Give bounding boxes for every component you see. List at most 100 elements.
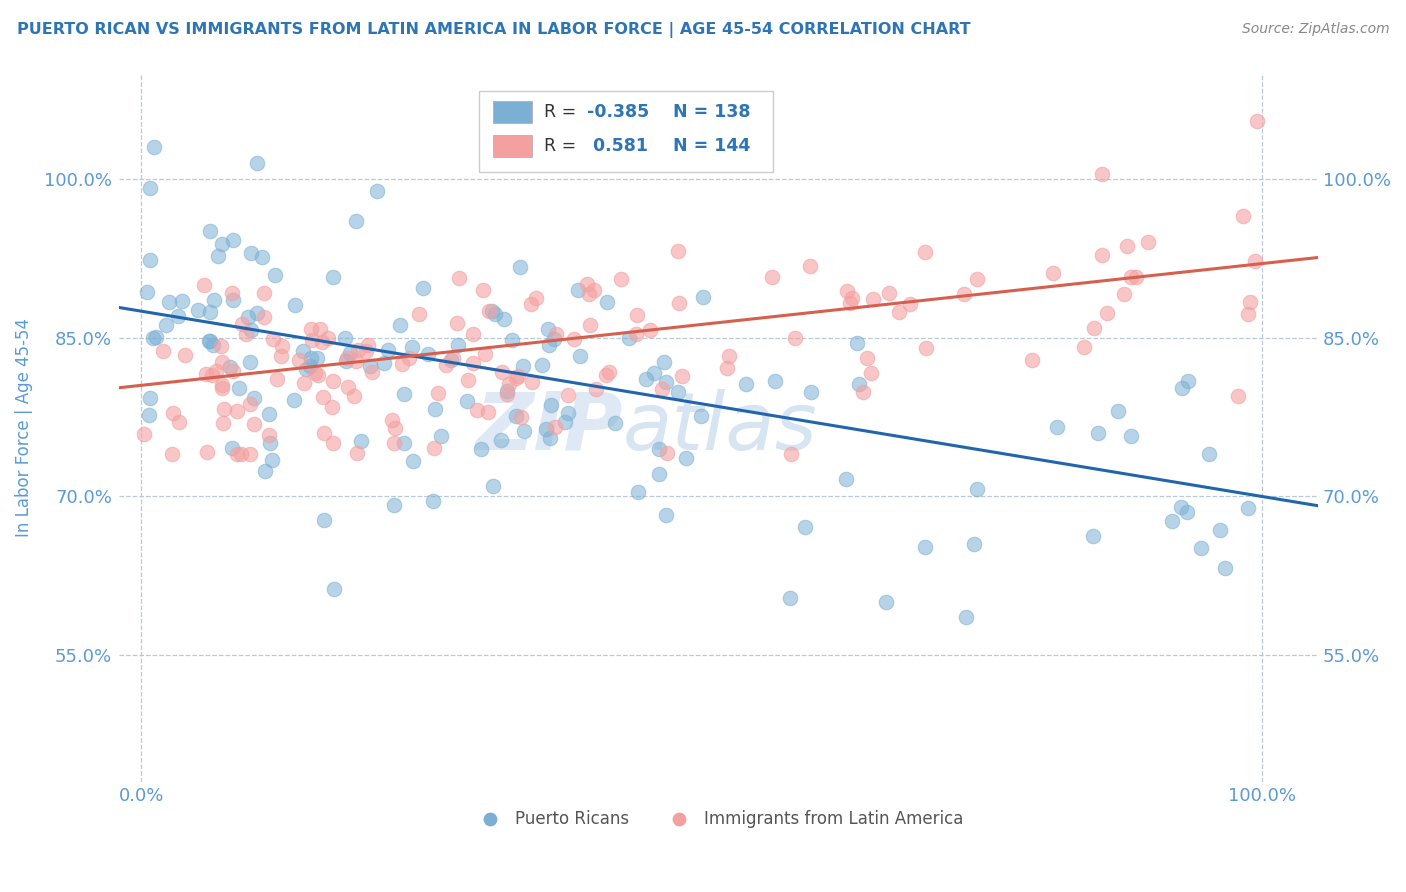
Point: [477, 405, 499, 419]
Point: [264, 268, 287, 282]
Point: [638, 323, 661, 337]
Point: [1170, 500, 1192, 514]
Point: [198, 224, 221, 238]
Point: [498, 377, 520, 392]
Point: [1090, 248, 1112, 262]
Point: [855, 351, 877, 366]
Point: [1116, 239, 1139, 253]
Point: [350, 434, 373, 449]
Point: [1021, 352, 1043, 367]
Point: [307, 368, 329, 382]
Point: [439, 353, 461, 368]
Point: [690, 409, 713, 423]
Point: [966, 482, 988, 496]
Point: [201, 338, 224, 352]
Point: [1232, 209, 1254, 223]
Point: [298, 359, 321, 374]
Point: [301, 334, 323, 348]
Point: [1246, 113, 1268, 128]
Point: [785, 331, 807, 345]
Point: [195, 367, 218, 381]
Point: [898, 297, 921, 311]
Point: [1237, 501, 1260, 516]
Point: [218, 360, 240, 375]
Point: [236, 310, 259, 324]
Point: [491, 365, 513, 379]
Point: [544, 326, 567, 341]
Point: [401, 340, 423, 354]
Point: [761, 270, 783, 285]
Point: [225, 447, 247, 461]
Point: [380, 412, 402, 426]
Point: [505, 409, 527, 423]
Point: [779, 591, 801, 605]
Point: [461, 356, 484, 370]
Point: [198, 305, 221, 319]
Point: [537, 322, 560, 336]
Point: [257, 407, 280, 421]
Point: [226, 404, 249, 418]
Point: [322, 435, 344, 450]
Text: 0.581: 0.581: [586, 137, 648, 155]
Point: [467, 403, 489, 417]
Point: [354, 344, 377, 359]
Point: [305, 351, 328, 365]
Point: [441, 351, 464, 365]
Point: [392, 387, 415, 401]
Point: [425, 401, 447, 416]
Point: [228, 380, 250, 394]
Point: [779, 447, 801, 461]
Point: [624, 327, 647, 342]
Point: [211, 355, 233, 369]
Point: [260, 453, 283, 467]
Point: [470, 442, 492, 457]
Point: [492, 312, 515, 326]
Point: [402, 454, 425, 468]
Point: [193, 277, 215, 292]
Point: [1175, 505, 1198, 519]
Point: [1114, 287, 1136, 301]
Point: [239, 397, 262, 411]
Point: [447, 337, 470, 351]
Point: [520, 297, 543, 311]
Point: [966, 272, 988, 286]
Point: [211, 339, 233, 353]
Point: [963, 537, 986, 551]
Point: [254, 464, 277, 478]
Point: [377, 343, 399, 358]
Point: [239, 245, 262, 260]
Point: [538, 337, 561, 351]
Point: [295, 362, 318, 376]
Text: R =: R =: [544, 103, 581, 121]
Point: [692, 290, 714, 304]
Point: [346, 343, 368, 358]
Point: [1107, 404, 1129, 418]
Text: PUERTO RICAN VS IMMIGRANTS FROM LATIN AMERICA IN LABOR FORCE | AGE 45-54 CORRELA: PUERTO RICAN VS IMMIGRANTS FROM LATIN AM…: [17, 22, 970, 38]
Point: [134, 427, 156, 442]
Point: [1137, 235, 1160, 249]
Point: [449, 270, 471, 285]
Point: [382, 436, 405, 450]
Point: [242, 392, 264, 406]
Point: [461, 326, 484, 341]
Point: [484, 307, 506, 321]
Point: [271, 339, 294, 353]
Point: [138, 252, 160, 267]
Point: [585, 382, 607, 396]
Point: [366, 184, 388, 198]
Point: [339, 345, 361, 359]
Point: [143, 140, 166, 154]
Point: [205, 364, 228, 378]
Point: [429, 429, 451, 443]
Point: [666, 244, 689, 258]
Point: [914, 541, 936, 555]
Point: [501, 333, 523, 347]
Point: [1236, 307, 1258, 321]
Point: [648, 442, 671, 456]
Point: [799, 260, 821, 274]
Point: [373, 356, 395, 370]
Point: [543, 332, 565, 346]
Point: [198, 334, 221, 348]
Point: [540, 431, 562, 445]
Point: [1226, 389, 1249, 403]
